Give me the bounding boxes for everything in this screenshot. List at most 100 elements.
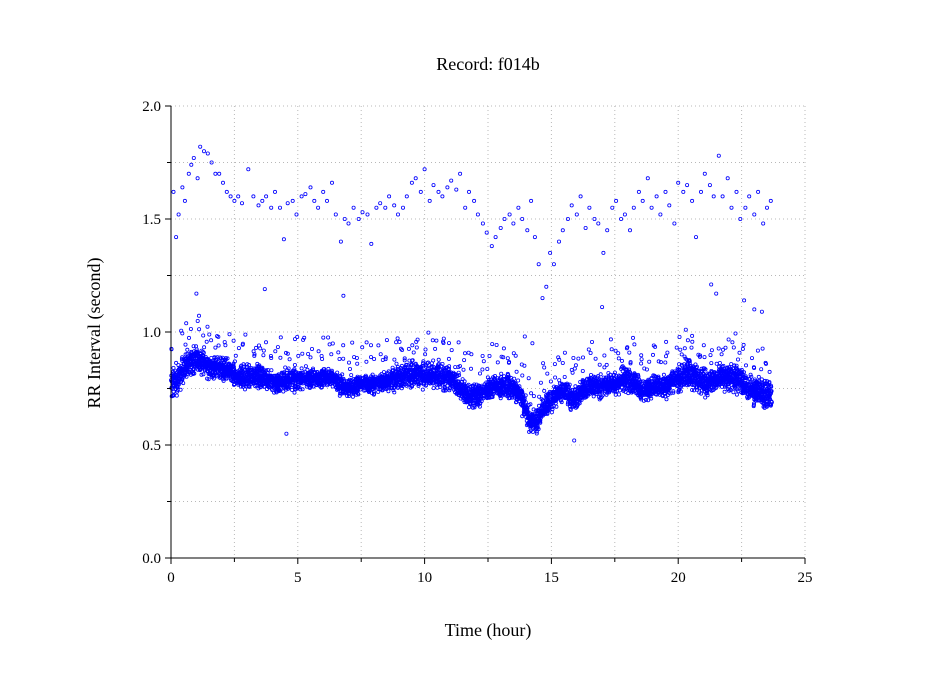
rr-point [240,384,245,389]
rr-point [253,384,258,389]
rr-point [386,376,391,381]
rr-point [276,385,281,390]
rr-point [303,364,308,369]
rr-point [307,372,312,377]
rr-point [223,357,228,362]
rr-point [369,379,374,384]
rr-point [219,362,224,367]
rr-point [231,367,236,372]
rr-point [300,387,305,392]
rr-point [241,362,246,367]
rr-point [316,375,321,380]
rr-point [227,361,232,366]
rr-point [269,368,274,373]
rr-point [276,375,281,380]
rr-point [237,379,242,384]
rr-point [369,374,374,379]
rr-point [201,353,206,358]
rr-point [366,379,371,384]
rr-point [185,347,190,352]
rr-point [246,362,251,367]
rr-point [330,376,335,381]
rr-point [598,372,603,377]
rr-point [321,369,326,374]
rr-point [293,369,298,374]
rr-point [222,373,227,378]
rr-point [195,363,200,368]
rr-point [268,373,273,378]
rr-point [431,386,436,391]
rr-point [199,360,204,365]
rr-point [256,386,261,391]
rr-point [382,383,387,388]
rr-point [466,405,471,410]
rr-point [315,370,320,375]
rr-point [308,382,313,387]
rr-point [300,373,305,378]
rr-point [349,373,354,378]
rr-point [199,372,204,377]
rr-point [299,366,304,371]
rr-point [281,389,286,394]
rr-point [227,372,232,377]
rr-point [354,379,359,384]
rr-point [305,367,310,372]
rr-point [292,390,297,395]
rr-point [350,394,355,399]
rr-point [620,369,625,374]
rr-point [232,381,237,386]
rr-point [664,397,669,402]
rr-point [330,375,335,380]
rr-point [429,361,434,366]
rr-point [549,410,554,415]
rr-point [380,388,385,393]
rr-point [322,367,327,372]
rr-point [291,380,296,385]
rr-point [382,379,387,384]
rr-point [259,369,264,374]
rr-point [307,378,312,383]
rr-point [323,372,328,377]
rr-point [512,376,517,381]
chart-title: Record: f014b [436,54,539,74]
rr-point [207,369,212,374]
rr-point [516,378,521,383]
rr-point [313,380,318,385]
rr-point [171,389,176,394]
rr-point [262,369,267,374]
rr-point [248,376,253,381]
rr-point [270,388,275,393]
rr-point [326,366,331,371]
rr-point [234,369,239,374]
rr-point [290,368,295,373]
rr-point [346,379,351,384]
rr-point [177,376,182,381]
rr-point [184,357,189,362]
rr-point [192,359,197,364]
rr-point [239,365,244,370]
rr-point [420,387,425,392]
rr-point [360,381,365,386]
rr-point [591,394,596,399]
rr-point [384,377,389,382]
rr-point [392,390,397,395]
rr-point [172,380,177,385]
rr-point [617,392,622,397]
rr-point [344,388,349,393]
rr-point [200,364,205,369]
rr-point [265,379,270,384]
rr-point [268,374,273,379]
rr-point [542,388,547,393]
rr-point [371,383,376,388]
rr-point [453,365,458,370]
rr-point [376,380,381,385]
rr-point [301,377,306,382]
rr-point [300,381,305,386]
rr-point [261,381,266,386]
rr-point [216,362,221,367]
rr-point [354,382,359,387]
rr-point [286,366,291,371]
rr-point [272,390,277,395]
rr-point [344,382,349,387]
